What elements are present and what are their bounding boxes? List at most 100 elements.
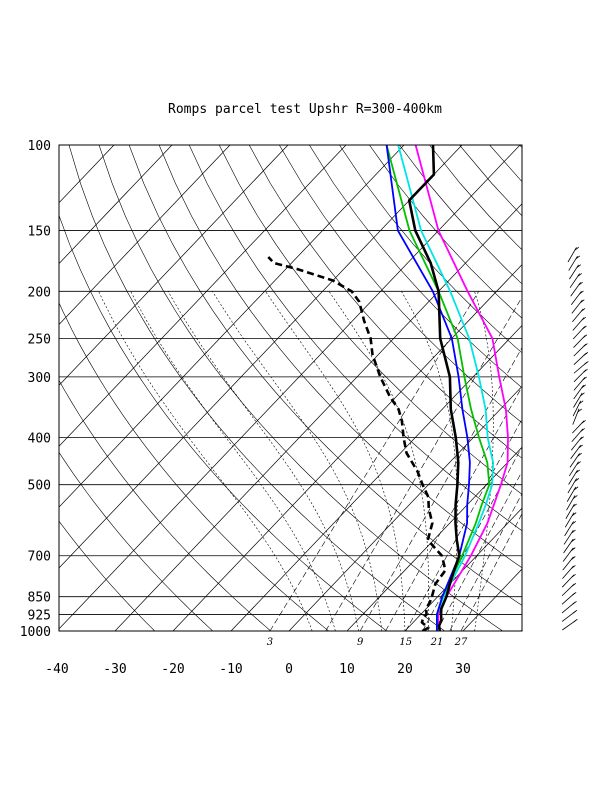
wind-barb-flag bbox=[580, 428, 585, 432]
mixing-ratio-line bbox=[385, 386, 522, 631]
temperature-tick-label: 30 bbox=[455, 662, 471, 677]
isotherm-line bbox=[230, 325, 522, 631]
wind-barb-flag bbox=[571, 538, 576, 543]
skewt-grid bbox=[59, 145, 612, 631]
moist-adiabat-line bbox=[328, 291, 430, 631]
wind-barb-flag bbox=[580, 299, 585, 304]
pressure-tick-label: 400 bbox=[28, 432, 51, 447]
wind-barb-flag bbox=[571, 512, 577, 516]
series-dewpoint bbox=[267, 256, 447, 631]
dry-adiabat-line bbox=[339, 145, 522, 354]
wind-barb-flag bbox=[571, 520, 577, 525]
dry-adiabat-line bbox=[68, 145, 445, 631]
dry-adiabat-line bbox=[218, 145, 522, 495]
pressure-tick-label: 500 bbox=[28, 479, 51, 494]
isotherm-line bbox=[59, 145, 521, 630]
mixing-ratio-label: 27 bbox=[454, 637, 468, 648]
isotherm-line bbox=[520, 629, 522, 631]
isotherm-line bbox=[404, 507, 522, 631]
wind-barb-flag bbox=[577, 452, 582, 457]
wind-barb-flag bbox=[572, 609, 578, 614]
pressure-tick-label: 925 bbox=[28, 609, 51, 624]
isotherm-line bbox=[59, 145, 115, 204]
plot-frame bbox=[58, 144, 523, 632]
dry-adiabat-line bbox=[188, 145, 522, 532]
chart-title: Romps parcel test Upshr R=300-400km bbox=[168, 102, 442, 117]
isotherm-line bbox=[59, 145, 231, 326]
isotherm-line bbox=[114, 203, 522, 631]
wind-barb-flag bbox=[583, 352, 589, 356]
mixing-ratio-label: 3 bbox=[267, 637, 273, 648]
dry-adiabat-line bbox=[59, 214, 387, 631]
wind-barb-flag bbox=[575, 255, 581, 260]
mixing-ratio-label: 15 bbox=[399, 637, 412, 648]
wind-barb-flag bbox=[581, 384, 586, 389]
dry-adiabat-line bbox=[459, 145, 522, 217]
isotherm-line bbox=[59, 145, 405, 508]
mixing-ratio-line bbox=[269, 291, 479, 631]
wind-barb-flag bbox=[582, 325, 587, 330]
wind-barb-flag bbox=[571, 565, 576, 569]
isotherm-line bbox=[346, 446, 522, 631]
sounding-curves bbox=[267, 145, 509, 631]
wind-barb-flag bbox=[572, 503, 577, 508]
wind-barb-flag bbox=[572, 600, 577, 605]
wind-barb-flag bbox=[573, 486, 579, 491]
moist-adiabat-line bbox=[98, 291, 313, 631]
dry-adiabat-line bbox=[399, 145, 522, 285]
dry-adiabat-line bbox=[59, 520, 155, 631]
isotherm-line bbox=[288, 385, 522, 631]
dry-adiabat-line bbox=[59, 302, 329, 631]
temperature-tick-label: -30 bbox=[103, 662, 126, 677]
temperature-tick-label: 20 bbox=[397, 662, 413, 677]
dry-adiabat-line bbox=[59, 451, 213, 631]
wind-barb-flag bbox=[571, 556, 576, 560]
moist-adiabat-line bbox=[401, 291, 458, 631]
isotherm-line bbox=[172, 264, 522, 631]
dry-adiabat-line bbox=[158, 145, 522, 569]
isotherm-line bbox=[579, 145, 612, 631]
isotherm-line bbox=[462, 568, 522, 631]
wind-barb-flag bbox=[579, 290, 584, 295]
wind-barb-flag bbox=[584, 361, 589, 365]
temperature-axis: -40 -30 -20 -10 0 10 20 30 bbox=[45, 662, 471, 677]
temperature-tick-label: -20 bbox=[161, 662, 184, 677]
pressure-tick-label: 100 bbox=[28, 139, 51, 154]
wind-barb-flag bbox=[573, 495, 578, 499]
temperature-tick-label: -10 bbox=[219, 662, 242, 677]
mixing-ratio-line bbox=[325, 296, 522, 631]
dry-adiabat-line bbox=[550, 145, 612, 631]
temperature-tick-label: 0 bbox=[285, 662, 293, 677]
wind-barb-flag bbox=[571, 547, 576, 551]
isotherm-line bbox=[59, 145, 173, 265]
wind-barb-flag bbox=[576, 264, 581, 269]
pressure-tick-label: 300 bbox=[28, 371, 51, 386]
pressure-tick-label: 850 bbox=[28, 591, 51, 606]
wind-barb-flag bbox=[574, 478, 580, 482]
wind-barb-flag bbox=[571, 529, 576, 534]
wind-barb-flag bbox=[571, 591, 577, 596]
mixing-ratio-line bbox=[460, 513, 522, 631]
wind-barb-flag bbox=[571, 574, 576, 578]
wind-barb-flag bbox=[580, 392, 585, 397]
wind-barb-flag bbox=[576, 461, 581, 465]
dry-adiabat-line bbox=[279, 145, 522, 424]
wind-barb-flag bbox=[575, 469, 580, 474]
dry-adiabat-line bbox=[128, 145, 522, 606]
moist-adiabat-line bbox=[167, 291, 359, 631]
pressure-tick-label: 1000 bbox=[20, 625, 51, 640]
wind-barb-flag bbox=[577, 273, 582, 277]
mixing-ratio-line bbox=[436, 470, 522, 631]
wind-barb-flag bbox=[583, 368, 588, 373]
isotherm-line bbox=[59, 145, 347, 447]
wind-barb-flag bbox=[582, 376, 587, 381]
dry-adiabat-line bbox=[580, 145, 612, 631]
pressure-tick-label: 150 bbox=[28, 225, 51, 240]
wind-barb-flag bbox=[582, 334, 588, 339]
dry-adiabat-line bbox=[98, 145, 503, 631]
wind-barb-flag bbox=[573, 618, 578, 623]
dry-adiabat-line bbox=[309, 145, 522, 389]
wind-barb-flag bbox=[580, 308, 586, 312]
mixing-ratio-line bbox=[405, 418, 522, 631]
